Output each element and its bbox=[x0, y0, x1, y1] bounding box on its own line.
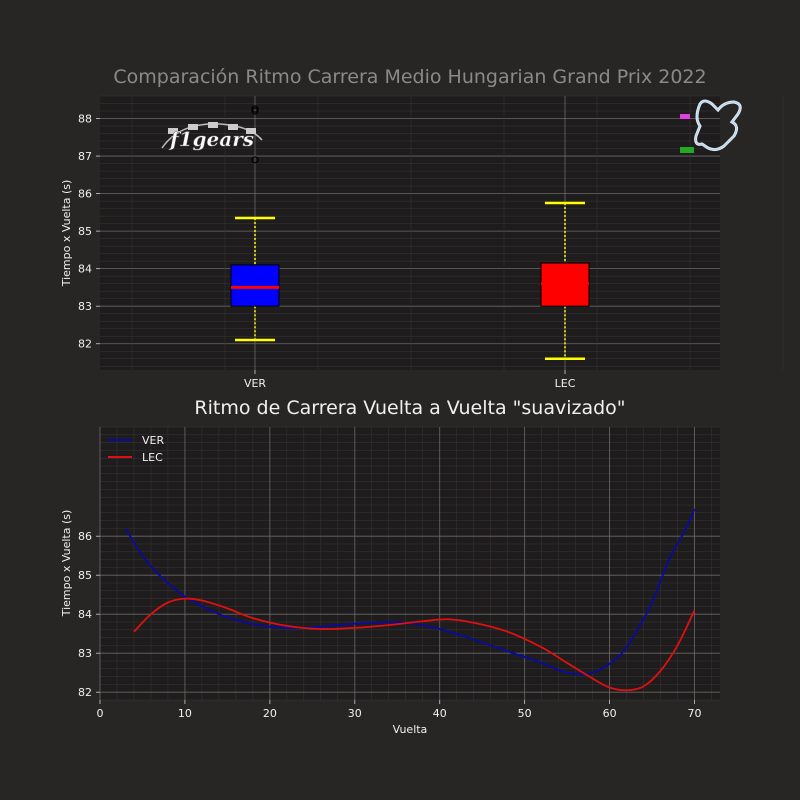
line-x-tick-label: 10 bbox=[178, 707, 192, 720]
line-x-tick-label: 20 bbox=[263, 707, 277, 720]
line-y-tick-label: 86 bbox=[78, 530, 92, 543]
box-y-tick-label: 84 bbox=[78, 263, 92, 276]
box-y-tick-label: 88 bbox=[78, 113, 92, 126]
line-x-tick-label: 60 bbox=[603, 707, 617, 720]
box-y-tick-label: 85 bbox=[78, 225, 92, 238]
box-plot-area bbox=[100, 96, 720, 370]
line-y-axis-label: Tiempo x Vuelta (s) bbox=[60, 510, 73, 618]
line-plot-ticks: 0 10 20 30 40 50 60 70 82 83 84 85 86 bbox=[78, 530, 702, 720]
line-y-tick-label: 84 bbox=[78, 608, 92, 621]
line-chart-title: Ritmo de Carrera Vuelta a Vuelta "suaviz… bbox=[194, 397, 625, 419]
line-x-tick-label: 40 bbox=[433, 707, 447, 720]
line-x-tick-label: 30 bbox=[348, 707, 362, 720]
line-x-tick-label: 70 bbox=[688, 707, 702, 720]
box-chart-title: Comparación Ritmo Carrera Medio Hungaria… bbox=[113, 66, 706, 88]
line-legend: VER LEC bbox=[108, 434, 164, 464]
box-plot-ticks: 82 83 84 85 86 87 88 VER LEC bbox=[78, 113, 576, 390]
box-outlier bbox=[251, 105, 259, 113]
line-series-ver bbox=[124, 508, 696, 676]
box-x-tick-label: LEC bbox=[555, 377, 576, 390]
box-ver bbox=[230, 264, 280, 307]
hungaroring-track-icon bbox=[680, 99, 742, 153]
box-y-tick-label: 86 bbox=[78, 188, 92, 201]
line-y-tick-label: 85 bbox=[78, 569, 92, 582]
line-y-tick-label: 82 bbox=[78, 686, 92, 699]
box-y-tick-label: 87 bbox=[78, 150, 92, 163]
legend-label-lec: LEC bbox=[142, 451, 163, 464]
box-outlier bbox=[251, 156, 259, 164]
box-plot-axes: 82 83 84 85 86 87 88 VER LEC Tiempo x Vuelta (s) bbox=[60, 95, 784, 390]
logo-text: f1gears bbox=[168, 127, 254, 151]
line-y-tick-label: 83 bbox=[78, 647, 92, 660]
box-y-tick-label: 82 bbox=[78, 338, 92, 351]
line-x-tick-label: 0 bbox=[97, 707, 104, 720]
box-y-tick-label: 83 bbox=[78, 300, 92, 313]
line-x-axis-label: Vuelta bbox=[393, 723, 428, 736]
box-plot-grid bbox=[100, 95, 784, 370]
legend-label-ver: VER bbox=[142, 434, 164, 447]
line-plot-grid bbox=[99, 426, 720, 701]
f1gears-logo: f1gears bbox=[161, 122, 263, 151]
box-plot-marks bbox=[230, 105, 590, 360]
line-series-lec bbox=[133, 597, 696, 692]
box-y-axis-label: Tiempo x Vuelta (s) bbox=[60, 180, 73, 288]
line-x-tick-label: 50 bbox=[518, 707, 532, 720]
box-x-tick-label: VER bbox=[244, 377, 266, 390]
line-plot-marks bbox=[124, 508, 696, 692]
line-plot-axes: 0 10 20 30 40 50 60 70 82 83 84 85 86 Tiempo x Vuelt… bbox=[60, 426, 720, 736]
line-plot-area bbox=[100, 427, 720, 700]
